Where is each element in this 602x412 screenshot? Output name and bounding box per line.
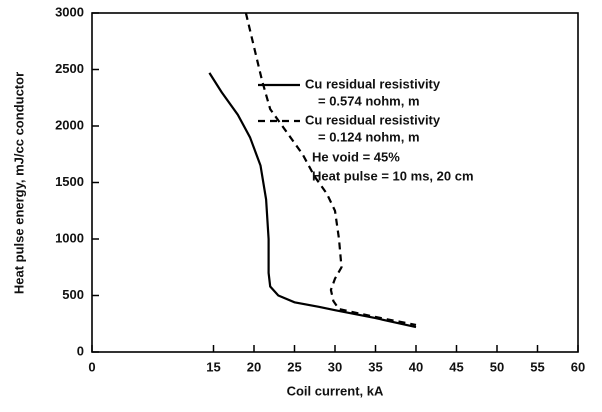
x-tick-label: 25 <box>287 359 301 374</box>
legend-label: Cu residual resistivity <box>305 112 441 127</box>
legend-label: Cu residual resistivity <box>305 76 441 91</box>
x-axis-label: Coil current, kA <box>287 383 384 398</box>
legend-label: = 0.574 nohm, m <box>318 93 420 108</box>
y-tick-label: 2500 <box>55 61 84 76</box>
annotation: He void = 45% <box>312 149 400 164</box>
x-tick-label: 15 <box>206 359 220 374</box>
y-tick-label: 1000 <box>55 230 84 245</box>
y-tick-label: 1500 <box>55 174 84 189</box>
y-tick-label: 500 <box>62 287 84 302</box>
series-line <box>244 12 417 326</box>
legend-label: = 0.124 nohm, m <box>318 129 420 144</box>
x-tick-label: 50 <box>490 359 504 374</box>
x-tick-label: 20 <box>247 359 261 374</box>
x-tick-label: 45 <box>449 359 463 374</box>
series-line <box>208 72 417 329</box>
x-tick-label: 55 <box>530 359 544 374</box>
y-tick-label: 2000 <box>55 117 84 132</box>
x-tick-label: 0 <box>88 359 95 374</box>
y-tick-label: 3000 <box>55 4 84 19</box>
x-tick-label: 35 <box>368 359 382 374</box>
y-axis-label: Heat pulse energy, mJ/cc conductor <box>11 72 26 294</box>
annotation: Heat pulse = 10 ms, 20 cm <box>312 168 474 183</box>
x-tick-label: 60 <box>571 359 585 374</box>
x-tick-label: 40 <box>409 359 423 374</box>
y-tick-label: 0 <box>77 343 84 358</box>
x-tick-label: 30 <box>328 359 342 374</box>
